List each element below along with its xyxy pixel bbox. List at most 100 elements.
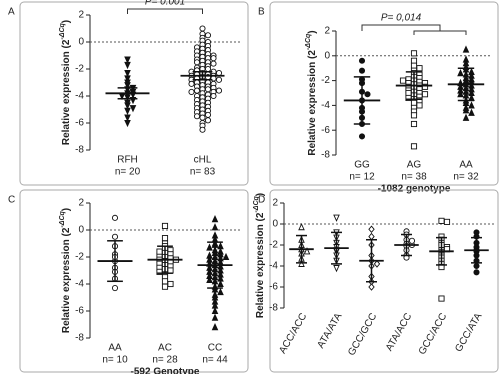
data-point — [410, 143, 418, 150]
y-tick-label: -4 — [75, 91, 84, 102]
data-point — [410, 112, 418, 119]
data-point — [206, 275, 213, 283]
data-point — [217, 287, 224, 296]
y-tick-label: -4 — [321, 100, 330, 111]
y-tick-label: -8 — [321, 150, 330, 161]
data-point — [368, 283, 375, 291]
data-point — [124, 82, 131, 90]
panel: C -8 -6 -4 -2 0 2 Relative expression (2-ΔCq) AA… — [8, 189, 249, 374]
bracket — [361, 24, 441, 31]
x-tick-label: ATA/ACC — [384, 311, 414, 353]
data-point — [457, 90, 464, 98]
data-point — [124, 102, 131, 110]
data-point — [204, 65, 212, 73]
n-label: n= 44 — [202, 355, 228, 366]
data-point — [211, 323, 219, 331]
data-point — [410, 57, 418, 64]
data-point — [199, 126, 206, 133]
y-axis-title: Relative expression (2-ΔCq) — [59, 20, 71, 145]
p-value: P= 0.001 — [145, 0, 185, 8]
data-point — [124, 61, 131, 70]
x-tick-label: RFH — [117, 155, 138, 166]
data-point — [124, 56, 131, 64]
n-label: n= 28 — [152, 355, 178, 366]
y-axis-title-part: Relative expression (2 — [61, 39, 72, 145]
data-point — [416, 102, 423, 109]
data-point — [457, 68, 464, 77]
data-point — [211, 313, 219, 321]
x-tick-label: GCC/GCC — [346, 311, 379, 357]
data-point — [124, 114, 131, 122]
panel-label: B — [258, 7, 265, 18]
data-point — [193, 87, 201, 94]
data-point — [217, 279, 224, 288]
y-tick-label: 2 — [78, 10, 84, 21]
data-point — [468, 101, 475, 109]
x-axis-title: -1082 genotype — [378, 184, 451, 195]
x-tick-label: cHL — [194, 155, 212, 166]
data-point — [161, 235, 169, 242]
y-tick-label: 0 — [78, 225, 84, 236]
y-tick-label: -6 — [75, 118, 84, 129]
y-tick-label: 0 — [78, 37, 84, 48]
data-point — [211, 306, 219, 315]
y-tick-label: -2 — [269, 240, 278, 251]
data-point — [215, 76, 223, 83]
data-point — [193, 59, 201, 66]
panel-frame — [19, 189, 249, 373]
data-point — [303, 247, 311, 255]
data-point — [111, 233, 119, 240]
data-point — [368, 225, 375, 234]
y-axis-title-part: -ΔCq — [59, 210, 66, 227]
data-point — [199, 114, 206, 121]
y-tick-label: -2 — [75, 252, 84, 263]
data-point — [399, 77, 407, 84]
data-point — [204, 86, 212, 93]
data-point — [204, 111, 212, 118]
data-point — [204, 32, 212, 39]
data-point — [364, 91, 371, 98]
n-label: n= 38 — [401, 172, 427, 183]
x-tick-label: AC — [158, 343, 172, 354]
x-axis-title: -592 Genotype — [131, 367, 200, 374]
y-axis-title-part: Relative expression (2 — [255, 212, 266, 318]
y-tick-label: 0 — [272, 219, 278, 230]
data-point — [124, 69, 131, 78]
n-label: n= 12 — [349, 172, 375, 183]
data-point — [215, 87, 223, 94]
n-label: n= 20 — [115, 167, 141, 178]
n-label: n= 32 — [453, 172, 479, 183]
data-point — [210, 55, 217, 62]
y-tick-label: 2 — [78, 198, 84, 209]
data-point — [438, 217, 445, 224]
y-tick-label: -8 — [75, 145, 84, 156]
x-tick-label: GG — [354, 160, 370, 171]
y-tick-label: -4 — [269, 261, 278, 272]
data-point — [129, 105, 137, 113]
data-point — [416, 65, 423, 72]
y-tick-label: 2 — [272, 198, 278, 209]
data-point — [210, 60, 217, 67]
data-point — [211, 223, 219, 231]
y-tick-label: -2 — [321, 75, 330, 86]
y-tick-label: -8 — [269, 303, 278, 314]
data-point — [473, 269, 480, 276]
data-point — [298, 259, 305, 267]
data-point — [358, 67, 366, 74]
y-axis-title: Relative expression (2-ΔCq) — [59, 208, 71, 333]
y-axis-title-part: ) — [61, 20, 72, 23]
x-tick-label: GCC/ACC — [417, 311, 450, 356]
x-tick-label: AA — [108, 343, 122, 354]
data-point — [462, 45, 470, 53]
data-point — [298, 222, 305, 231]
panel-label: D — [258, 195, 265, 206]
y-axis-title-part: Relative expression (2 — [307, 50, 318, 156]
y-axis-title-part: ) — [307, 30, 318, 33]
data-point — [161, 278, 169, 285]
data-point — [188, 80, 195, 87]
x-tick-label: ACC/ACC — [277, 311, 309, 355]
data-point — [462, 106, 470, 114]
data-point — [111, 284, 119, 292]
data-point — [124, 107, 131, 116]
p-value: P= 0,014 — [381, 13, 422, 24]
